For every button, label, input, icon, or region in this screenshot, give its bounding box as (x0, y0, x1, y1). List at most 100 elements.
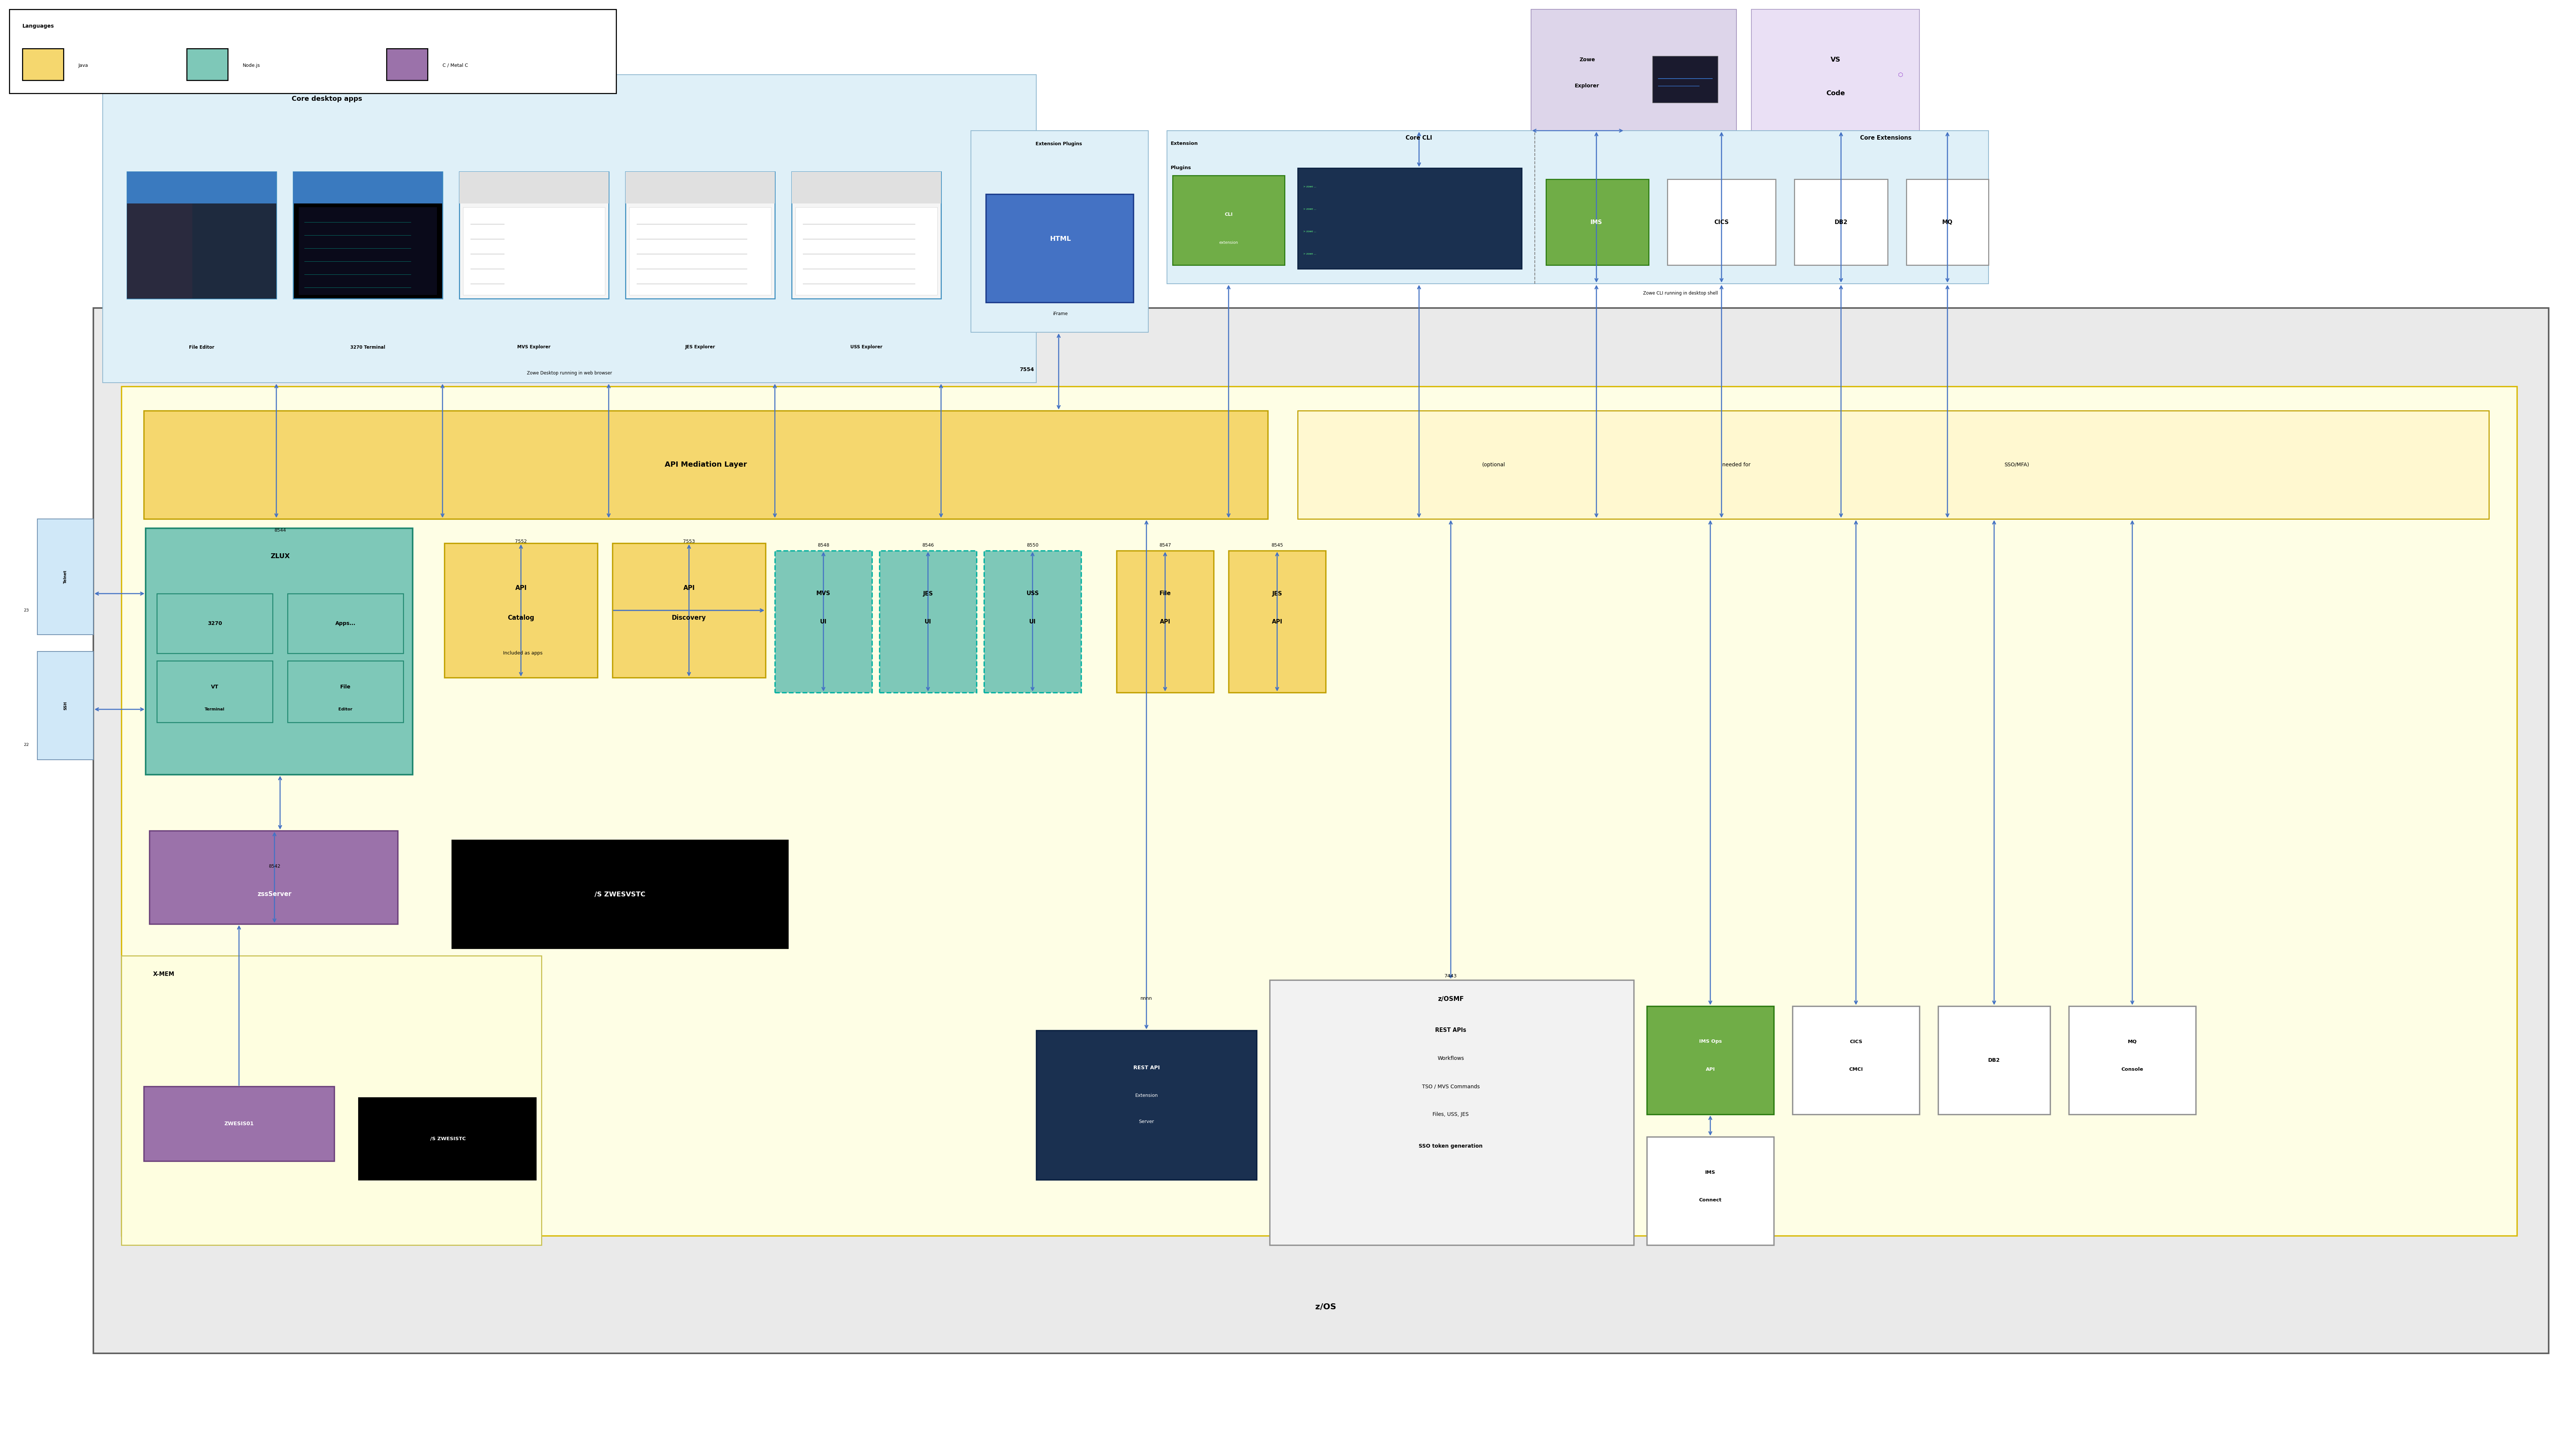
Text: HTML: HTML (1049, 236, 1072, 242)
Text: 23: 23 (23, 609, 28, 613)
Text: API Mediation Layer: API Mediation Layer (665, 462, 747, 469)
Text: USS: USS (1026, 591, 1039, 597)
FancyBboxPatch shape (192, 204, 276, 298)
FancyBboxPatch shape (128, 172, 276, 298)
FancyBboxPatch shape (10, 9, 616, 93)
Text: Extension: Extension (1172, 141, 1197, 146)
FancyBboxPatch shape (286, 661, 404, 722)
Text: Included as apps: Included as apps (504, 651, 542, 655)
FancyBboxPatch shape (1036, 1031, 1256, 1179)
Text: USS Explorer: USS Explorer (849, 345, 883, 349)
Text: 8550: 8550 (1026, 543, 1039, 547)
FancyBboxPatch shape (880, 550, 977, 693)
Text: API: API (683, 585, 696, 591)
Text: ZWESIS01: ZWESIS01 (225, 1121, 253, 1127)
Text: MVS: MVS (816, 591, 831, 597)
Text: 7552: 7552 (514, 539, 527, 543)
FancyBboxPatch shape (1793, 179, 1888, 265)
Text: 3270: 3270 (207, 620, 223, 626)
Text: Java: Java (79, 63, 90, 68)
Text: extension: extension (1220, 240, 1238, 245)
Text: VT: VT (210, 684, 217, 690)
FancyBboxPatch shape (1228, 550, 1325, 693)
FancyBboxPatch shape (627, 172, 775, 298)
Text: DB2: DB2 (1988, 1057, 2000, 1063)
FancyBboxPatch shape (1906, 179, 1988, 265)
Text: (optional: (optional (1481, 462, 1504, 467)
FancyBboxPatch shape (985, 550, 1082, 693)
FancyBboxPatch shape (775, 550, 872, 693)
Text: VS: VS (1832, 57, 1839, 63)
Text: 8546: 8546 (921, 543, 934, 547)
FancyBboxPatch shape (460, 172, 609, 298)
Text: ⬡: ⬡ (1898, 71, 1903, 77)
Text: API: API (1159, 619, 1172, 625)
Text: UI: UI (821, 619, 826, 625)
FancyBboxPatch shape (611, 543, 765, 677)
FancyBboxPatch shape (156, 661, 274, 722)
Text: > zowe ...: > zowe ... (1302, 253, 1322, 255)
Text: Zowe Desktop running in web browser: Zowe Desktop running in web browser (527, 371, 611, 376)
Text: MVS Explorer: MVS Explorer (517, 345, 550, 349)
Text: JES: JES (1271, 591, 1282, 597)
Text: Console: Console (2121, 1067, 2144, 1072)
Text: 8542: 8542 (269, 863, 281, 869)
Text: REST APIs: REST APIs (1435, 1028, 1466, 1034)
Text: CICS: CICS (1714, 220, 1729, 224)
FancyBboxPatch shape (92, 309, 2548, 1353)
Text: 8544: 8544 (274, 527, 286, 533)
Text: 7553: 7553 (683, 539, 696, 543)
FancyBboxPatch shape (2069, 1006, 2195, 1114)
Text: > zowe ...: > zowe ... (1302, 230, 1322, 233)
Text: JES Explorer: JES Explorer (686, 345, 716, 349)
Text: 3270 Terminal: 3270 Terminal (350, 345, 386, 349)
FancyBboxPatch shape (143, 1086, 335, 1160)
Text: File Editor: File Editor (189, 345, 215, 349)
FancyBboxPatch shape (386, 48, 427, 80)
FancyBboxPatch shape (286, 594, 404, 654)
Text: Connect: Connect (1699, 1198, 1722, 1203)
Text: CICS: CICS (1849, 1040, 1862, 1044)
FancyBboxPatch shape (146, 529, 412, 775)
Text: API: API (1271, 619, 1282, 625)
FancyBboxPatch shape (23, 48, 64, 80)
Text: UI: UI (923, 619, 931, 625)
Text: Node.js: Node.js (243, 63, 261, 68)
Text: SSO/MFA): SSO/MFA) (2003, 462, 2028, 467)
FancyBboxPatch shape (38, 651, 92, 760)
Text: > zowe ...: > zowe ... (1302, 185, 1322, 188)
FancyBboxPatch shape (1939, 1006, 2049, 1114)
FancyBboxPatch shape (1172, 176, 1284, 265)
FancyBboxPatch shape (128, 204, 192, 298)
Text: Explorer: Explorer (1576, 83, 1599, 89)
Text: > zowe ...: > zowe ... (1302, 208, 1322, 210)
Text: DB2: DB2 (1834, 220, 1847, 224)
Text: 7443: 7443 (1445, 974, 1458, 978)
FancyBboxPatch shape (156, 594, 274, 654)
FancyBboxPatch shape (148, 831, 396, 925)
FancyBboxPatch shape (790, 172, 941, 204)
Text: Editor: Editor (338, 708, 353, 711)
FancyBboxPatch shape (1297, 411, 2489, 518)
Text: REST API: REST API (1133, 1066, 1159, 1070)
FancyBboxPatch shape (294, 172, 443, 298)
Text: File: File (340, 684, 350, 690)
Text: z/OSMF: z/OSMF (1438, 996, 1463, 1002)
Text: /S ZWESVSTC: /S ZWESVSTC (593, 891, 645, 897)
FancyBboxPatch shape (38, 518, 92, 635)
FancyBboxPatch shape (128, 172, 276, 204)
Text: 7554: 7554 (1021, 367, 1033, 373)
Text: UI: UI (1028, 619, 1036, 625)
FancyBboxPatch shape (796, 207, 936, 296)
FancyBboxPatch shape (1532, 9, 1737, 131)
FancyBboxPatch shape (1269, 980, 1635, 1245)
Text: iFrame: iFrame (1054, 312, 1069, 316)
Text: Core Extensions: Core Extensions (1860, 135, 1911, 141)
FancyBboxPatch shape (1668, 179, 1775, 265)
FancyBboxPatch shape (358, 1098, 535, 1179)
Text: ZLUX: ZLUX (271, 553, 289, 559)
FancyBboxPatch shape (120, 386, 2517, 1236)
FancyBboxPatch shape (120, 955, 542, 1245)
Text: Apps...: Apps... (335, 620, 356, 626)
Text: 8548: 8548 (819, 543, 829, 547)
